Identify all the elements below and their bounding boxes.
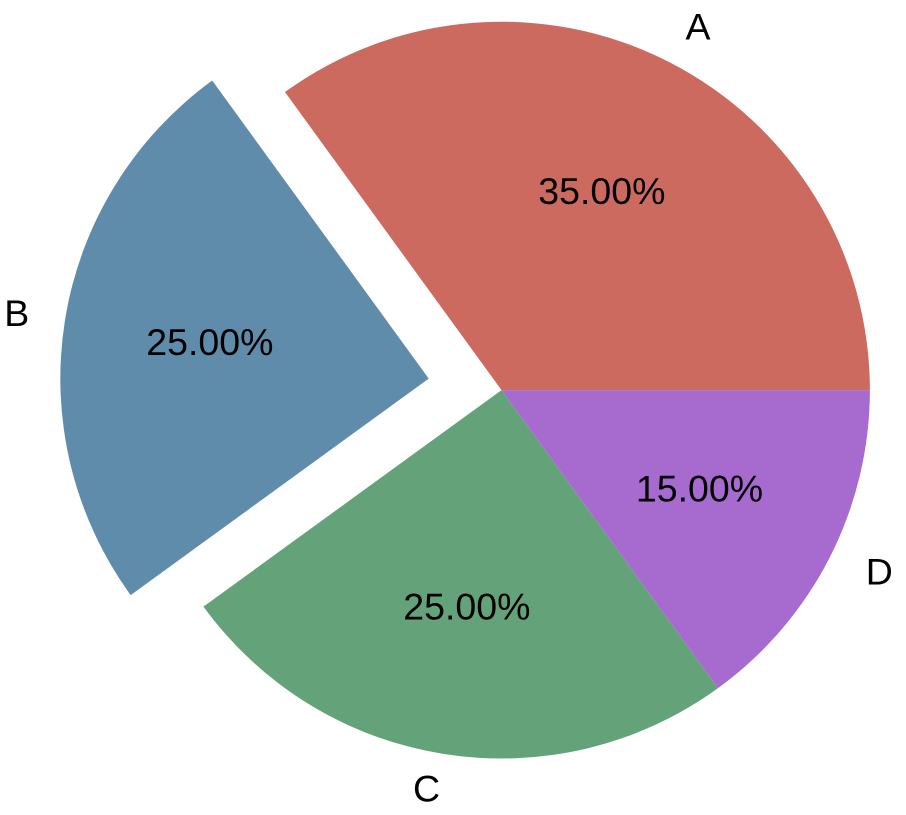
svg-text:15.00%: 15.00%: [636, 467, 763, 509]
svg-text:25.00%: 25.00%: [146, 321, 273, 363]
svg-text:35.00%: 35.00%: [538, 170, 665, 212]
svg-text:D: D: [866, 550, 893, 592]
svg-text:B: B: [4, 292, 29, 334]
svg-text:25.00%: 25.00%: [403, 585, 530, 627]
svg-text:C: C: [413, 768, 440, 810]
svg-text:A: A: [686, 5, 711, 47]
